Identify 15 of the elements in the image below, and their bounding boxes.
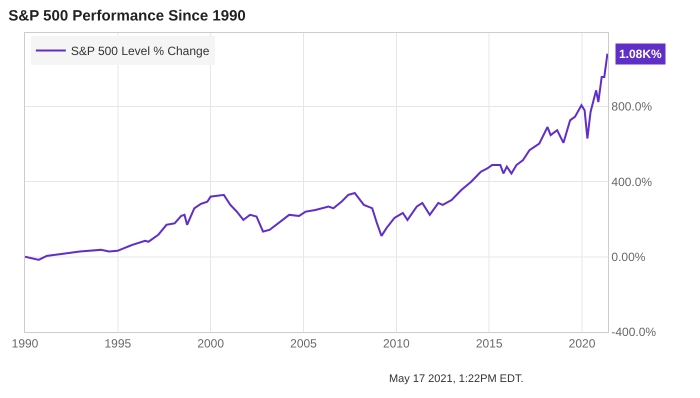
x-tick-label: 2000	[197, 336, 224, 350]
y-tick-label: -400.0%	[611, 325, 656, 340]
x-tick-label: 1990	[12, 336, 39, 350]
x-tick-label: 2015	[476, 336, 503, 350]
legend-label: S&P 500 Level % Change	[70, 44, 210, 58]
x-tick-label: 2020	[568, 336, 596, 350]
x-tick-label: 2010	[382, 336, 410, 350]
y-tick-label: 800.0%	[611, 100, 652, 114]
text: May 17 2021, 1:22PM EDT.	[389, 373, 524, 385]
chart-title: S&P 500 Performance Since 1990	[8, 7, 246, 24]
data-label: 1.08K%	[619, 47, 662, 61]
y-tick-label: 400.0%	[611, 174, 652, 189]
x-tick-label: 1995	[104, 336, 132, 350]
x-tick-label: 2005	[290, 336, 318, 350]
y-tick-label: 0.00%	[611, 250, 646, 264]
